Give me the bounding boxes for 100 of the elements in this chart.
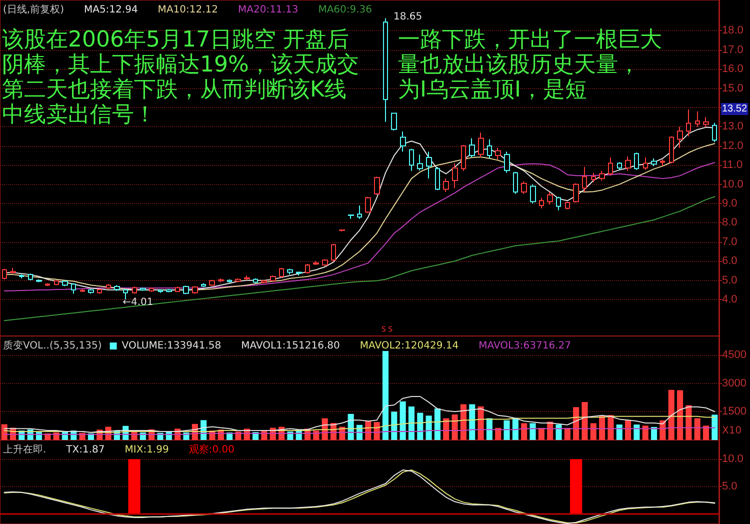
legend-label: VOLUME:133941.58 xyxy=(122,340,222,352)
candlestick xyxy=(287,268,293,276)
annotation: 一路下跌，开出了一根巨大 xyxy=(398,28,662,52)
bar xyxy=(616,424,622,440)
y-tick-label: 11.0 xyxy=(722,159,743,172)
candlestick xyxy=(227,278,232,284)
candlestick xyxy=(19,274,24,279)
candlestick xyxy=(97,288,102,294)
candlestick xyxy=(235,278,241,283)
text: 观察:0.00 xyxy=(188,444,234,456)
bar xyxy=(712,414,718,440)
y-tick-label: 13.0 xyxy=(722,120,744,133)
bar xyxy=(504,420,510,440)
bar xyxy=(599,416,606,440)
candlestick xyxy=(209,279,215,287)
candlestick xyxy=(417,154,423,171)
text: MAVOL3:63716.27 xyxy=(478,340,571,352)
candlestick xyxy=(478,132,484,158)
y-tick-label: 7.0 xyxy=(722,236,738,248)
bar xyxy=(426,416,432,440)
candlestick xyxy=(521,180,527,194)
y-tick-label: 10.0 xyxy=(722,453,744,466)
bar xyxy=(668,390,674,440)
candlestick xyxy=(270,275,276,282)
text: TX:1.87 xyxy=(65,444,105,456)
candlestick xyxy=(487,138,492,159)
text: MIX:1.99 xyxy=(124,444,169,456)
y-tick-label: 17.0 xyxy=(722,44,744,56)
line-series xyxy=(4,396,716,433)
candlestick xyxy=(409,148,414,172)
text: X10 xyxy=(722,426,742,436)
candlestick xyxy=(339,228,345,232)
y-tick-label: 1500 xyxy=(722,406,746,418)
bar xyxy=(590,423,596,440)
candlestick xyxy=(686,108,691,137)
candlestick xyxy=(677,126,683,148)
bar xyxy=(538,428,544,440)
annotation: 为I乌云盖顶I，是短 xyxy=(398,78,587,102)
y-tick-label: 12.0 xyxy=(722,140,744,152)
y-tick-label: 4.0 xyxy=(722,294,738,306)
candlestick xyxy=(443,178,449,192)
bar xyxy=(400,401,406,440)
y-tick-label: 5.0 xyxy=(722,274,738,286)
line-series xyxy=(4,427,716,435)
y-tick-label: 5.0 xyxy=(722,480,738,492)
candlestick xyxy=(88,288,94,294)
candlestick xyxy=(244,275,250,281)
annotation: ←4.01 xyxy=(122,296,154,308)
bar xyxy=(608,415,614,440)
bar xyxy=(651,426,658,440)
candlestick xyxy=(149,287,154,292)
candlestick xyxy=(62,280,68,287)
candlestick xyxy=(106,284,111,290)
candlestick xyxy=(513,171,518,194)
candlestick xyxy=(322,258,328,266)
text: MA20:11.13 xyxy=(238,4,298,16)
y-tick-label: 8.0 xyxy=(722,216,738,229)
candlestick xyxy=(175,286,180,292)
chart-title: 上升在即. xyxy=(3,444,46,456)
candlestick xyxy=(573,182,579,204)
candlestick xyxy=(305,264,310,274)
candlestick xyxy=(643,156,648,170)
bar xyxy=(625,420,632,440)
candlestick xyxy=(634,152,639,170)
bar xyxy=(512,418,518,440)
y-tick-label: 15.0 xyxy=(722,82,744,94)
bar xyxy=(469,404,476,440)
candlestick xyxy=(374,176,380,196)
text: MAVOL1:151216.80 xyxy=(241,340,340,352)
chart-title: 质变VOL..(5,35,135) xyxy=(3,340,102,352)
bar xyxy=(556,424,562,440)
candlestick xyxy=(36,278,42,283)
candlestick xyxy=(599,170,605,181)
bar xyxy=(460,404,466,440)
candlestick xyxy=(504,151,510,174)
candlestick xyxy=(132,286,137,294)
bar xyxy=(521,423,528,440)
candlestick xyxy=(54,280,59,286)
candlestick xyxy=(166,288,172,293)
annotation: 该股在2006年5月17日跳空 开盘后 xyxy=(2,28,349,52)
candlestick xyxy=(296,271,302,276)
y-tick-label: 16.0 xyxy=(722,63,744,76)
candlestick xyxy=(426,151,432,180)
y-tick-label: 18.0 xyxy=(722,24,744,37)
candlestick xyxy=(695,110,700,128)
candlestick xyxy=(712,122,717,143)
candlestick xyxy=(591,172,596,183)
candlestick xyxy=(158,289,163,294)
candlestick xyxy=(530,184,536,204)
annotation: 18.65 xyxy=(393,12,422,23)
candlestick xyxy=(461,144,466,172)
text: MAVOL2:120429.14 xyxy=(360,340,459,352)
candlestick xyxy=(582,166,587,192)
y-tick-label: 9.0 xyxy=(722,198,738,210)
bar xyxy=(642,426,648,440)
candlestick xyxy=(279,267,284,278)
candlestick xyxy=(608,156,613,176)
candlestick xyxy=(313,260,319,266)
candlestick xyxy=(617,162,622,170)
candlestick xyxy=(391,112,397,132)
